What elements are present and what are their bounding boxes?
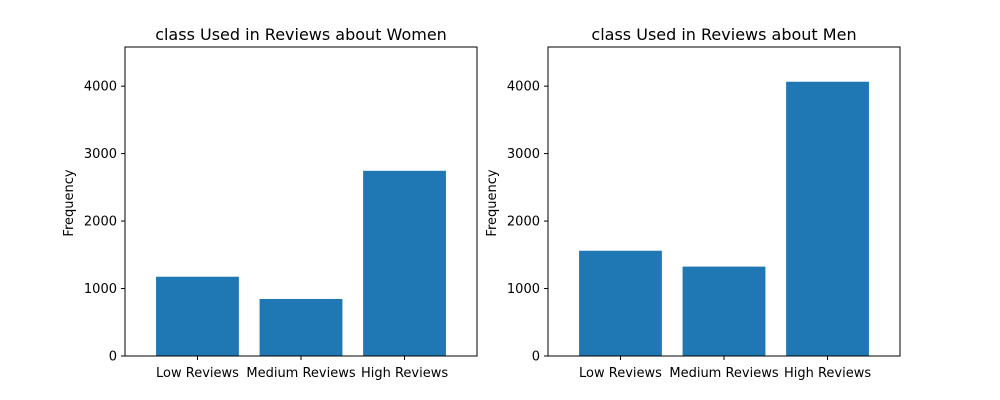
y-tick-label: 2000: [84, 215, 117, 230]
chart-title-women: class Used in Reviews about Women: [155, 25, 447, 44]
x-ticks-women: Low Reviews Medium Reviews High Reviews: [156, 356, 448, 381]
bar-women-0: [156, 276, 239, 356]
x-tick-label: High Reviews: [784, 366, 871, 381]
x-ticks-men: Low Reviews Medium Reviews High Reviews: [579, 356, 871, 381]
y-tick-label: 4000: [84, 80, 117, 95]
y-tick-label: 0: [532, 350, 540, 365]
bar-women-2: [363, 170, 446, 356]
plot-frame-women: [124, 46, 478, 357]
y-tick-label: 1000: [84, 282, 117, 297]
chart-title-men: class Used in Reviews about Men: [591, 25, 856, 44]
y-ticks-women: 0 1000 2000 3000 4000: [84, 80, 125, 365]
chart-panel-men: class Used in Reviews about Men Frequenc…: [485, 25, 901, 381]
plot-frame-men: [547, 46, 901, 357]
bar-men-0: [579, 250, 662, 356]
x-tick-label: Low Reviews: [579, 366, 662, 381]
bar-group-men: [579, 81, 869, 356]
y-ticks-men: 0 1000 2000 3000 4000: [507, 80, 548, 365]
x-tick-label: High Reviews: [361, 366, 448, 381]
bar-men-1: [682, 266, 766, 356]
x-tick-label: Medium Reviews: [669, 366, 778, 381]
y-tick-label: 0: [109, 350, 117, 365]
y-tick-label: 2000: [507, 215, 540, 230]
bar-women-1: [259, 298, 343, 356]
y-tick-label: 3000: [84, 147, 117, 162]
y-axis-label-men: Frequency: [485, 169, 500, 236]
x-tick-label: Medium Reviews: [246, 366, 355, 381]
y-tick-label: 1000: [507, 282, 540, 297]
y-tick-label: 3000: [507, 147, 540, 162]
bar-men-2: [786, 81, 869, 356]
bar-group-women: [156, 170, 446, 356]
y-axis-label-women: Frequency: [62, 169, 77, 236]
chart-panel-women: class Used in Reviews about Women Freque…: [62, 25, 478, 381]
x-tick-label: Low Reviews: [156, 366, 239, 381]
y-tick-label: 4000: [507, 80, 540, 95]
